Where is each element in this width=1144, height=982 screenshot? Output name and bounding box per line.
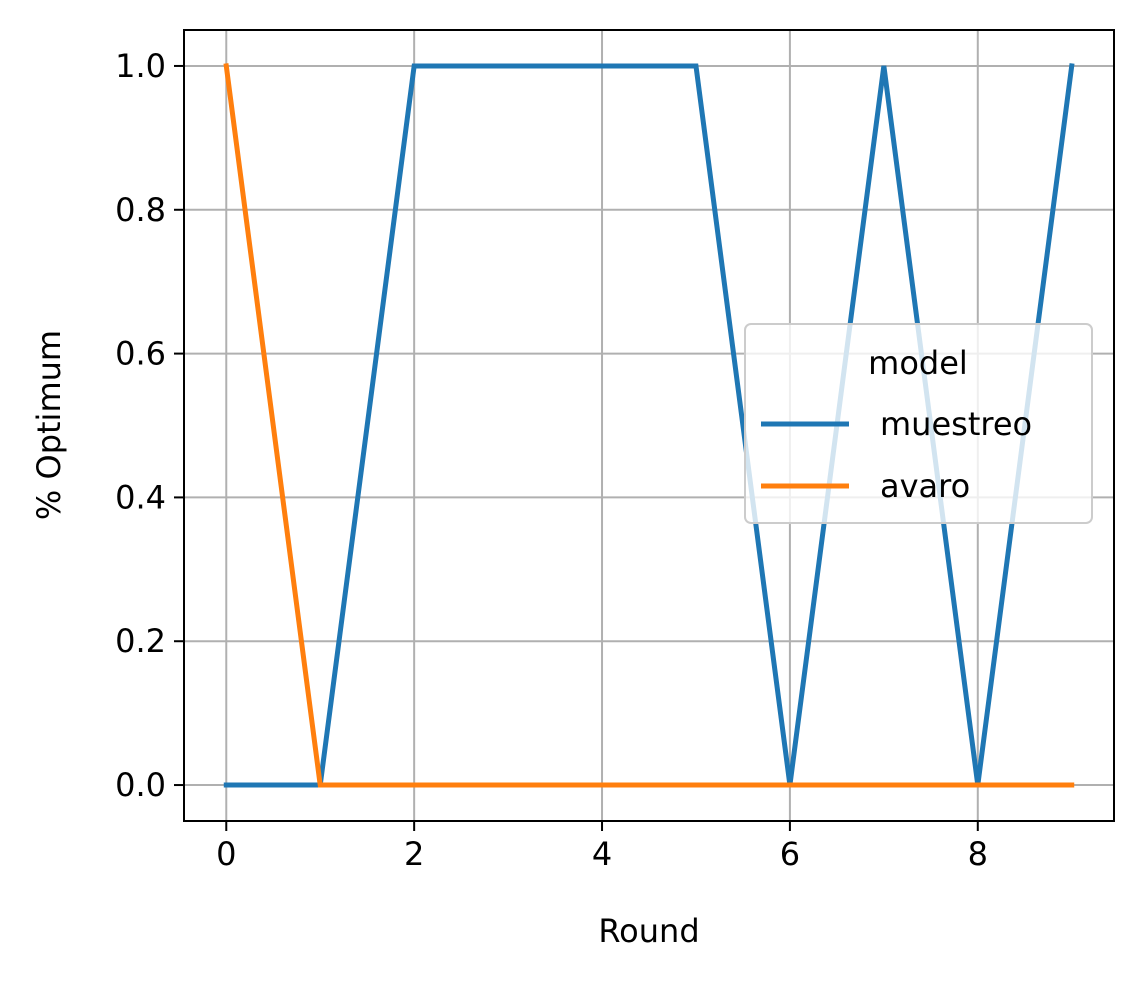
y-tick-label: 0.2 — [115, 622, 166, 660]
x-axis-label: Round — [598, 912, 699, 950]
legend-label-muestreo: muestreo — [880, 405, 1032, 443]
legend: model muestreo avaro — [744, 323, 1093, 524]
x-tick-label: 0 — [216, 835, 236, 873]
y-tick-label: 1.0 — [115, 47, 166, 85]
legend-label-avaro: avaro — [880, 467, 970, 505]
x-tick-label: 2 — [404, 835, 424, 873]
y-axis-label: % Optimum — [30, 330, 68, 520]
y-tick-label: 0.6 — [115, 335, 166, 373]
series-line-avaro — [223, 63, 1075, 788]
y-tick-label: 0.4 — [115, 478, 166, 516]
y-tick-label: 0.8 — [115, 191, 166, 229]
legend-entries: muestreo avaro — [761, 405, 1032, 505]
plot-frame — [183, 29, 1115, 822]
legend-box — [744, 323, 1093, 524]
x-tick-label: 4 — [592, 835, 612, 873]
x-tick-label: 8 — [968, 835, 988, 873]
axis-ticks: 0 2 4 6 8 0.0 0.2 0.4 0.6 0.8 1.0 — [115, 47, 988, 873]
legend-title: model — [868, 344, 968, 382]
y-tick-label: 0.0 — [115, 766, 166, 804]
x-tick-label: 6 — [780, 835, 800, 873]
